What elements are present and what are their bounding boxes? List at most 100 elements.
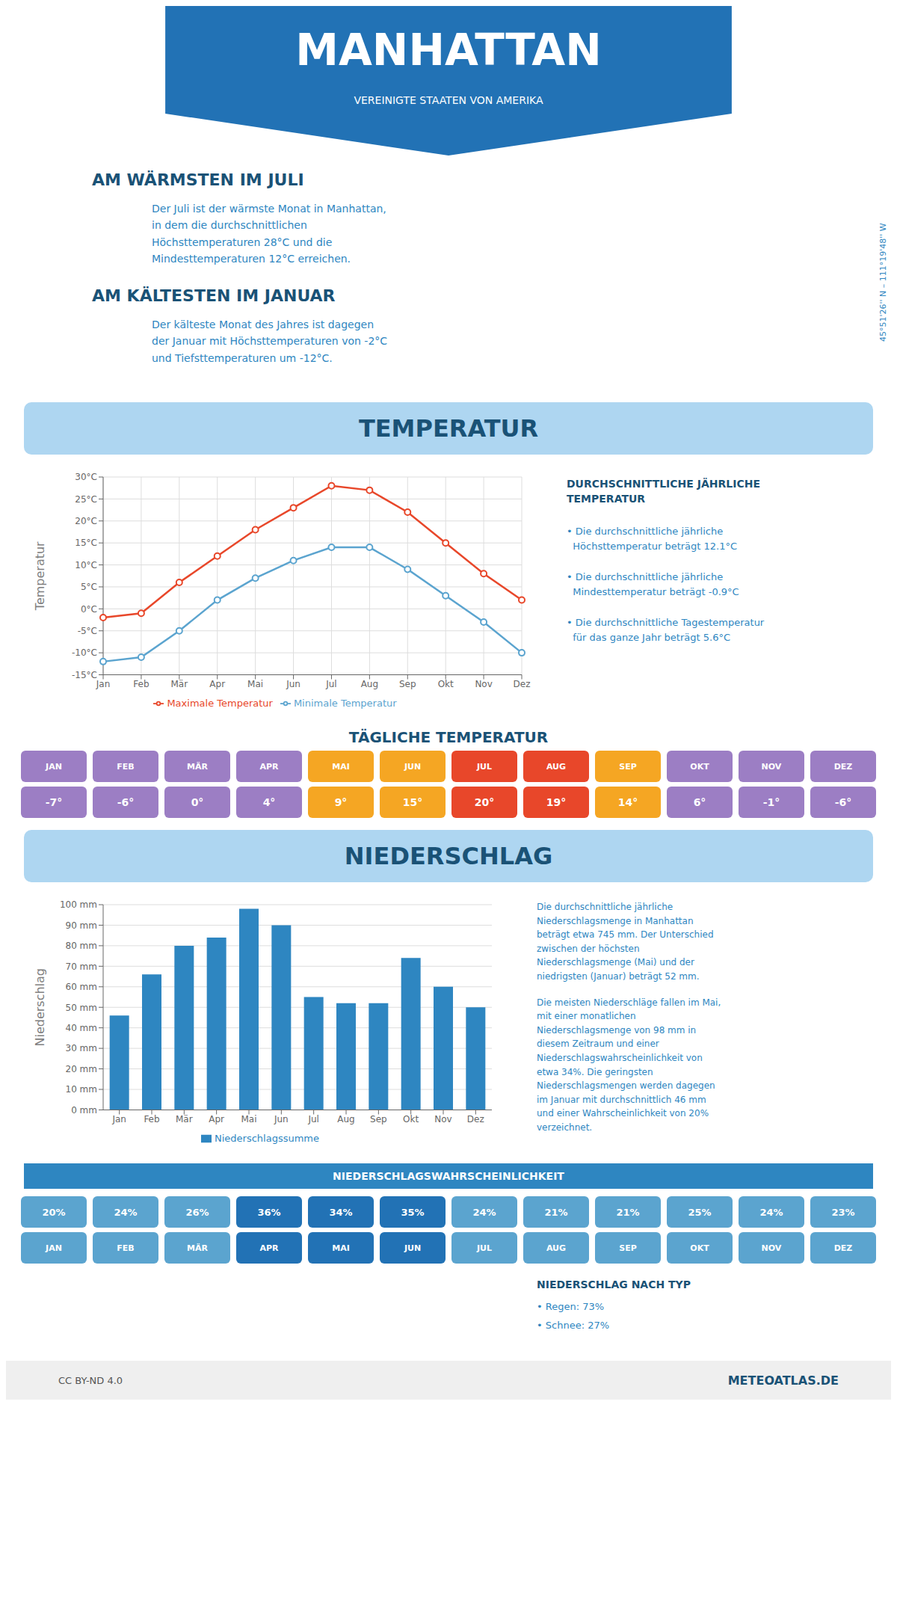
html-text:CC BY-ND 4.0: CC BY-ND 4.0 xyxy=(58,1374,123,1386)
html-text:20°: 20° xyxy=(474,796,495,809)
svg-text:Aug: Aug xyxy=(361,678,379,690)
html-text:MANHATTAN: MANHATTAN xyxy=(295,24,602,76)
svg-text:20°C: 20°C xyxy=(74,515,98,527)
svg-text:Feb: Feb xyxy=(133,678,149,690)
svg-text:Niederschlag: Niederschlag xyxy=(32,968,48,1047)
html-text:Der kälteste Monat des Jahres: Der kälteste Monat des Jahres ist dagege… xyxy=(151,318,388,364)
html-text:24%: 24% xyxy=(113,1206,138,1218)
html-text:FEB: FEB xyxy=(116,761,135,772)
html-text:26%: 26% xyxy=(185,1206,210,1218)
svg-text:20 mm: 20 mm xyxy=(65,1063,98,1075)
svg-text:5°C: 5°C xyxy=(80,581,98,593)
html-text:Minimale Temperatur: Minimale Temperatur xyxy=(293,697,397,709)
html-text:• Schnee: 27%: • Schnee: 27% xyxy=(536,1319,610,1331)
html-text:AM WÄRMSTEN IM JULI: AM WÄRMSTEN IM JULI xyxy=(91,170,305,190)
html-text:VEREINIGTE STAATEN VON AMERIKA: VEREINIGTE STAATEN VON AMERIKA xyxy=(353,94,544,107)
html-text:19°: 19° xyxy=(546,796,567,809)
html-text:MÄR: MÄR xyxy=(186,761,208,772)
svg-text:Mai: Mai xyxy=(247,678,264,690)
svg-text:-10°C: -10°C xyxy=(71,647,98,658)
svg-text:10°C: 10°C xyxy=(74,559,98,571)
svg-text:0 mm: 0 mm xyxy=(71,1104,98,1116)
html-text:14°: 14° xyxy=(618,796,638,809)
svg-text:Okt: Okt xyxy=(402,1113,419,1125)
html-text:DURCHSCHNITTLICHE JÄHRLICHE TE: DURCHSCHNITTLICHE JÄHRLICHE TEMPERATUR xyxy=(566,477,761,505)
html-text:TEMPERATUR: TEMPERATUR xyxy=(358,414,539,443)
html-text:Die meisten Niederschläge fall: Die meisten Niederschläge fallen im Mai,… xyxy=(536,996,721,1133)
svg-text:Aug: Aug xyxy=(337,1113,355,1125)
svg-text:Mär: Mär xyxy=(170,678,188,690)
html-text:-6°: -6° xyxy=(117,796,135,809)
svg-text:Mär: Mär xyxy=(175,1113,193,1125)
html-text:Niederschlagssumme: Niederschlagssumme xyxy=(214,1132,320,1144)
html-text:35%: 35% xyxy=(400,1206,425,1218)
svg-text:Jan: Jan xyxy=(111,1113,127,1125)
svg-text:Feb: Feb xyxy=(143,1113,160,1125)
html-text:24%: 24% xyxy=(759,1206,784,1218)
svg-text:-15°C: -15°C xyxy=(71,669,98,681)
svg-text:0°C: 0°C xyxy=(80,603,98,615)
svg-text:Sep: Sep xyxy=(399,678,417,690)
svg-text:Jul: Jul xyxy=(307,1113,319,1125)
svg-text:80 mm: 80 mm xyxy=(65,940,98,951)
svg-text:Dez: Dez xyxy=(467,1113,485,1125)
html-text:NIEDERSCHLAG NACH TYP: NIEDERSCHLAG NACH TYP xyxy=(536,1278,691,1291)
html-text:21%: 21% xyxy=(544,1206,568,1218)
svg-text:Temperatur: Temperatur xyxy=(32,541,48,611)
html-text:• Die durchschnittliche jährli: • Die durchschnittliche jährliche Mindes… xyxy=(566,571,740,598)
html-text:-1°: -1° xyxy=(762,796,780,809)
html-text:NIEDERSCHLAGSWAHRSCHEINLICHKEI: NIEDERSCHLAGSWAHRSCHEINLICHKEIT xyxy=(332,1169,565,1182)
svg-text:Nov: Nov xyxy=(434,1113,452,1125)
html-text:15°: 15° xyxy=(402,796,423,809)
html-text:23%: 23% xyxy=(831,1206,855,1218)
html-text:21%: 21% xyxy=(616,1206,640,1218)
svg-text:Apr: Apr xyxy=(209,678,225,690)
html-text:24%: 24% xyxy=(472,1206,497,1218)
html-text:Die durchschnittliche jährlich: Die durchschnittliche jährliche Niedersc… xyxy=(536,901,714,982)
html-text:45°51'26'' N – 111°19'48'' W: 45°51'26'' N – 111°19'48'' W xyxy=(878,223,889,342)
html-text:JAN: JAN xyxy=(45,761,62,772)
svg-text:100 mm: 100 mm xyxy=(59,899,98,910)
svg-text:90 mm: 90 mm xyxy=(65,920,98,931)
svg-text:Nov: Nov xyxy=(474,678,492,690)
html-text:APR: APR xyxy=(259,761,279,772)
html-text:• Regen: 73%: • Regen: 73% xyxy=(536,1300,605,1312)
svg-text:50 mm: 50 mm xyxy=(65,1002,98,1013)
svg-text:40 mm: 40 mm xyxy=(65,1022,98,1034)
html-text:METEOATLAS.DE: METEOATLAS.DE xyxy=(727,1372,839,1387)
svg-text:Okt: Okt xyxy=(438,678,454,690)
svg-text:Jul: Jul xyxy=(325,678,337,690)
svg-text:60 mm: 60 mm xyxy=(65,981,98,992)
html-text:0°: 0° xyxy=(191,796,204,809)
html-text:25%: 25% xyxy=(687,1206,712,1218)
svg-text:15°C: 15°C xyxy=(74,537,98,548)
html-text:-6°: -6° xyxy=(834,796,852,809)
html-text:Der Juli ist der wärmste Monat: Der Juli ist der wärmste Monat in Manhat… xyxy=(151,202,387,265)
svg-text:-5°C: -5°C xyxy=(77,625,98,637)
svg-text:70 mm: 70 mm xyxy=(65,961,98,972)
html-text:NIEDERSCHLAG: NIEDERSCHLAG xyxy=(344,841,553,871)
svg-text:Sep: Sep xyxy=(370,1113,388,1125)
svg-text:30 mm: 30 mm xyxy=(65,1042,98,1054)
html-text:9°: 9° xyxy=(334,796,348,809)
html-text:Maximale Temperatur: Maximale Temperatur xyxy=(166,697,273,709)
svg-text:Jun: Jun xyxy=(273,1113,289,1125)
svg-text:30°C: 30°C xyxy=(74,471,98,483)
svg-text:25°C: 25°C xyxy=(74,494,98,505)
html-text:AM KÄLTESTEN IM JANUAR: AM KÄLTESTEN IM JANUAR xyxy=(91,286,336,305)
html-text:4°: 4° xyxy=(262,796,276,809)
svg-text:Jun: Jun xyxy=(285,678,301,690)
html-text:34%: 34% xyxy=(329,1206,353,1218)
html-text:20%: 20% xyxy=(42,1206,66,1218)
html-text:-7°: -7° xyxy=(45,796,63,809)
html-text:• Die durchschnittliche jährli: • Die durchschnittliche jährliche Höchst… xyxy=(566,525,738,552)
svg-text:Mai: Mai xyxy=(240,1113,257,1125)
html-text:TÄGLICHE TEMPERATUR: TÄGLICHE TEMPERATUR xyxy=(348,728,549,747)
svg-text:10 mm: 10 mm xyxy=(65,1083,98,1095)
svg-text:Apr: Apr xyxy=(208,1113,225,1125)
svg-text:Jan: Jan xyxy=(95,678,111,690)
html-text:36%: 36% xyxy=(257,1206,281,1218)
html-text:• Die durchschnittliche Tagest: • Die durchschnittliche Tagestemperatur … xyxy=(566,616,765,643)
html-text:6°: 6° xyxy=(693,796,706,809)
svg-text:Dez: Dez xyxy=(513,678,531,690)
